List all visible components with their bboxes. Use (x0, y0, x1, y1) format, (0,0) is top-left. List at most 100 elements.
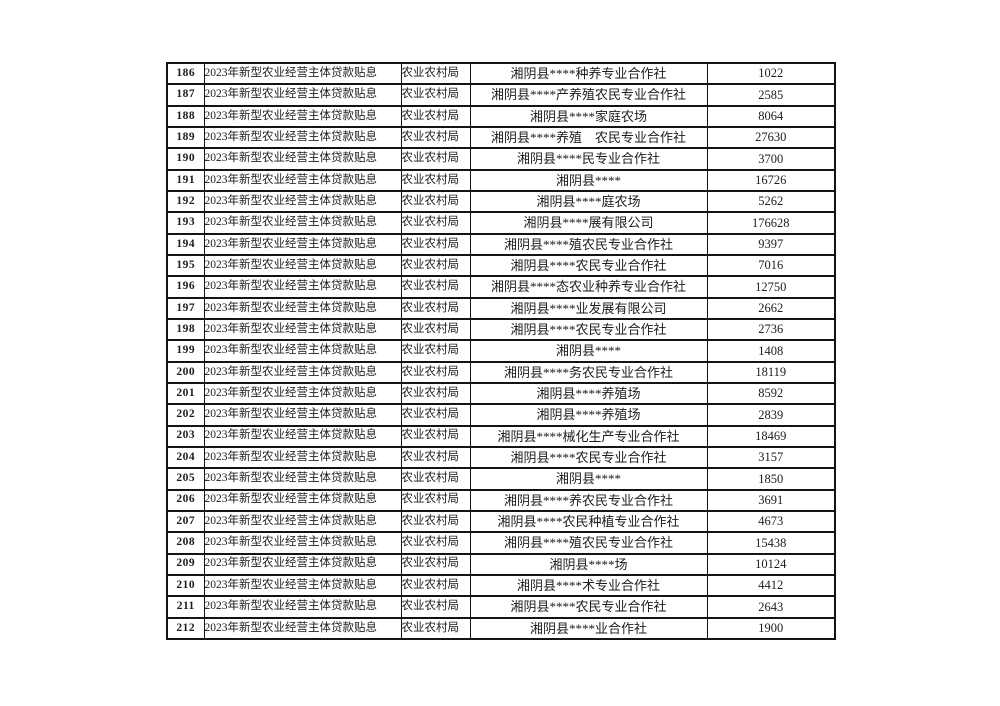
row-number-cell: 192 (166, 189, 205, 214)
department-cell: 农业农村局 (400, 381, 471, 406)
project-name-cell: 2023年新型农业经营主体贷款贴息 (203, 488, 402, 512)
amount-cell: 1900 (706, 616, 836, 641)
entity-name-cell: 湘阴县****业发展有限公司 (469, 296, 708, 320)
department-cell: 农业农村局 (400, 531, 471, 555)
department-cell: 农业农村局 (400, 509, 471, 534)
table-row: 203 2023年新型农业经营主体贷款贴息 农业农村局 湘阴县****械化生产专业合作… (166, 424, 836, 448)
amount-cell: 4412 (706, 573, 836, 598)
amount-cell: 1408 (706, 339, 836, 363)
department-cell: 农业农村局 (400, 488, 471, 512)
department-cell: 农业农村局 (400, 61, 471, 86)
row-number-cell: 197 (166, 296, 205, 320)
table-row: 212 2023年新型农业经营主体贷款贴息 农业农村局 湘阴县****业合作社 1900 (166, 616, 836, 641)
entity-name-cell: 湘阴县****殖农民专业合作社 (469, 232, 708, 256)
department-cell: 农业农村局 (400, 253, 471, 278)
project-name-cell: 2023年新型农业经营主体贷款贴息 (203, 317, 402, 342)
entity-name-cell: 湘阴县****业合作社 (469, 616, 708, 641)
department-cell: 农业农村局 (400, 168, 471, 192)
department-cell: 农业农村局 (400, 317, 471, 342)
entity-name-cell: 湘阴县****殖农民专业合作社 (469, 531, 708, 555)
department-cell: 农业农村局 (400, 296, 471, 320)
department-cell: 农业农村局 (400, 424, 471, 448)
table-row: 208 2023年新型农业经营主体贷款贴息 农业农村局 湘阴县****殖农民专业合作社… (166, 531, 836, 555)
entity-name-cell: 湘阴县**** (469, 168, 708, 192)
entity-name-cell: 湘阴县****农民种植专业合作社 (469, 509, 708, 534)
project-name-cell: 2023年新型农业经营主体贷款贴息 (203, 531, 402, 555)
amount-cell: 10124 (706, 552, 836, 576)
entity-name-cell: 湘阴县****民专业合作社 (469, 147, 708, 171)
table-row: 206 2023年新型农业经营主体贷款贴息 农业农村局 湘阴县****养农民专业合作社… (166, 488, 836, 512)
department-cell: 农业农村局 (400, 403, 471, 427)
department-cell: 农业农村局 (400, 232, 471, 256)
amount-cell: 3700 (706, 147, 836, 171)
project-name-cell: 2023年新型农业经营主体贷款贴息 (203, 381, 402, 406)
project-name-cell: 2023年新型农业经营主体贷款贴息 (203, 509, 402, 534)
project-name-cell: 2023年新型农业经营主体贷款贴息 (203, 125, 402, 150)
project-name-cell: 2023年新型农业经营主体贷款贴息 (203, 104, 402, 128)
table-row: 199 2023年新型农业经营主体贷款贴息 农业农村局 湘阴县**** 1408 (166, 339, 836, 363)
department-cell: 农业农村局 (400, 445, 471, 470)
table-row: 201 2023年新型农业经营主体贷款贴息 农业农村局 湘阴县****养殖场 8592 (166, 381, 836, 406)
entity-name-cell: 湘阴县****养殖场 (469, 403, 708, 427)
row-number-cell: 195 (166, 253, 205, 278)
project-name-cell: 2023年新型农业经营主体贷款贴息 (203, 424, 402, 448)
project-name-cell: 2023年新型农业经营主体贷款贴息 (203, 253, 402, 278)
table-row: 190 2023年新型农业经营主体贷款贴息 农业农村局 湘阴县****民专业合作社 37… (166, 147, 836, 171)
entity-name-cell: 湘阴县****产养殖农民专业合作社 (469, 83, 708, 107)
entity-name-cell: 湘阴县****养农民专业合作社 (469, 488, 708, 512)
row-number-cell: 198 (166, 317, 205, 342)
project-name-cell: 2023年新型农业经营主体贷款贴息 (203, 189, 402, 214)
row-number-cell: 212 (166, 616, 205, 641)
department-cell: 农业农村局 (400, 83, 471, 107)
amount-cell: 2662 (706, 296, 836, 320)
entity-name-cell: 湘阴县****农民专业合作社 (469, 317, 708, 342)
table-row: 194 2023年新型农业经营主体贷款贴息 农业农村局 湘阴县****殖农民专业合作社… (166, 232, 836, 256)
project-name-cell: 2023年新型农业经营主体贷款贴息 (203, 147, 402, 171)
amount-cell: 176628 (706, 211, 836, 235)
table-row: 197 2023年新型农业经营主体贷款贴息 农业农村局 湘阴县****业发展有限公司 2… (166, 296, 836, 320)
amount-cell: 2839 (706, 403, 836, 427)
amount-cell: 5262 (706, 189, 836, 214)
amount-cell: 1850 (706, 467, 836, 491)
entity-name-cell: 湘阴县****场 (469, 552, 708, 576)
amount-cell: 16726 (706, 168, 836, 192)
subsidy-table-body: 186 2023年新型农业经营主体贷款贴息 农业农村局 湘阴县****种养专业合作社 1… (166, 61, 836, 641)
entity-name-cell: 湘阴县**** (469, 339, 708, 363)
entity-name-cell: 湘阴县**** (469, 467, 708, 491)
table-row: 200 2023年新型农业经营主体贷款贴息 农业农村局 湘阴县****务农民专业合作社… (166, 360, 836, 384)
row-number-cell: 193 (166, 211, 205, 235)
row-number-cell: 205 (166, 467, 205, 491)
table-row: 193 2023年新型农业经营主体贷款贴息 农业农村局 湘阴县****展有限公司 176… (166, 211, 836, 235)
amount-cell: 8592 (706, 381, 836, 406)
row-number-cell: 196 (166, 275, 205, 299)
row-number-cell: 187 (166, 83, 205, 107)
entity-name-cell: 湘阴县****态农业种养专业合作社 (469, 275, 708, 299)
amount-cell: 8064 (706, 104, 836, 128)
project-name-cell: 2023年新型农业经营主体贷款贴息 (203, 403, 402, 427)
entity-name-cell: 湘阴县****械化生产专业合作社 (469, 424, 708, 448)
entity-name-cell: 湘阴县****种养专业合作社 (469, 61, 708, 86)
amount-cell: 18469 (706, 424, 836, 448)
department-cell: 农业农村局 (400, 147, 471, 171)
row-number-cell: 189 (166, 125, 205, 150)
entity-name-cell: 湘阴县****庭农场 (469, 189, 708, 214)
project-name-cell: 2023年新型农业经营主体贷款贴息 (203, 83, 402, 107)
amount-cell: 27630 (706, 125, 836, 150)
row-number-cell: 199 (166, 339, 205, 363)
entity-name-cell: 湘阴县****农民专业合作社 (469, 253, 708, 278)
project-name-cell: 2023年新型农业经营主体贷款贴息 (203, 360, 402, 384)
table-row: 211 2023年新型农业经营主体贷款贴息 农业农村局 湘阴县****农民专业合作社 2… (166, 595, 836, 619)
department-cell: 农业农村局 (400, 616, 471, 641)
project-name-cell: 2023年新型农业经营主体贷款贴息 (203, 552, 402, 576)
row-number-cell: 188 (166, 104, 205, 128)
project-name-cell: 2023年新型农业经营主体贷款贴息 (203, 211, 402, 235)
table-row: 191 2023年新型农业经营主体贷款贴息 农业农村局 湘阴县**** 16726 (166, 168, 836, 192)
row-number-cell: 209 (166, 552, 205, 576)
table-row: 209 2023年新型农业经营主体贷款贴息 农业农村局 湘阴县****场 10124 (166, 552, 836, 576)
amount-cell: 3157 (706, 445, 836, 470)
row-number-cell: 210 (166, 573, 205, 598)
row-number-cell: 194 (166, 232, 205, 256)
department-cell: 农业农村局 (400, 211, 471, 235)
amount-cell: 2643 (706, 595, 836, 619)
